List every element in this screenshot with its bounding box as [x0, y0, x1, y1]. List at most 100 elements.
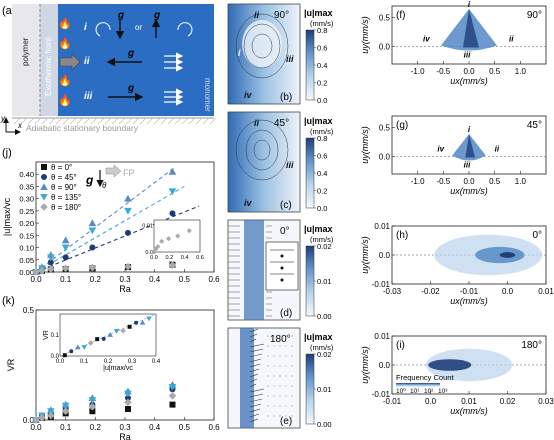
y-tick-label: 0.10 [19, 244, 34, 253]
marker-triangle-down [88, 227, 97, 235]
hatch-line [174, 117, 182, 125]
y-tick-label: 0.5 [379, 14, 391, 23]
velocity-distribution-core [465, 133, 475, 158]
marker-circle [47, 259, 54, 266]
marker-circle [69, 349, 74, 354]
panel-j: (j) 0.0 0.1 0.2 0.3 0.4 0.5 0.6 0.00 0.05 0.10 0.1… [2, 147, 220, 294]
flame-icon: 🔥 [58, 37, 72, 50]
roman-i: i [238, 48, 241, 58]
panel-angle: 90° [527, 10, 542, 21]
colorbar [305, 137, 315, 209]
marker-diamond [120, 327, 126, 334]
panel-b-angle: 90° [274, 10, 289, 21]
x-tick-label: 0.6 [208, 423, 220, 432]
marker-triangle-down [168, 188, 177, 196]
roman-ii: ii [495, 145, 500, 154]
hatch-line [27, 117, 35, 125]
marker-square [169, 401, 176, 408]
flow-band-e [240, 328, 254, 428]
colorbars: |u|max(mm/s)0.80.60.40.20.0|u|max(mm/s)0… [304, 8, 334, 429]
flame-icons: 🔥 🔥 🔥 🔥 [58, 17, 72, 107]
vector-dot [267, 395, 269, 397]
colorbar [305, 29, 315, 101]
boundary-label: Adiabatic stationary boundary [26, 123, 139, 133]
roman-iii: iii [84, 91, 93, 102]
vector-dot [267, 375, 269, 377]
marker-diamond [88, 403, 97, 411]
y-tick-label: 0.0 [379, 361, 391, 370]
hatch-line [195, 117, 203, 125]
velocity-distribution-core [463, 8, 479, 48]
vector-dot [279, 365, 281, 367]
or-text: or [135, 23, 142, 32]
vector-dot [291, 365, 293, 367]
velocity-distribution-core [475, 246, 525, 264]
vector-arrow [249, 393, 264, 398]
colorbar-tick-label: 0.4 [317, 61, 327, 70]
x-tick-label: 0.1 [60, 275, 72, 284]
gravity-symbol: g [117, 10, 124, 21]
x-tick-label: -1.0 [411, 67, 425, 76]
x-tick-label: -0.5 [436, 177, 450, 186]
marker-diamond [124, 262, 132, 271]
y-tick-label: -0.01 [372, 280, 391, 289]
colorbar-tick-label: 0.0 [317, 96, 327, 105]
panel-label: (f) [396, 10, 405, 21]
front-label: Exothermic front [44, 37, 53, 96]
flow-arrows-a [164, 52, 184, 106]
x-tick-label: 0.0 [30, 275, 42, 284]
hatch-line [118, 117, 126, 125]
roman-iii: iii [464, 51, 471, 60]
marker-diamond [87, 340, 94, 346]
colorbar-tick-label: 0.2 [317, 79, 327, 88]
panel-angle: 180° [521, 340, 542, 351]
vector-dot [285, 345, 287, 347]
marker-triangle-down [47, 408, 55, 415]
panel-angle: 0° [532, 230, 542, 241]
panel-e-angle: 180° [270, 334, 291, 345]
marker-diamond [40, 203, 48, 211]
colorbar-tick-label: 0.02 [317, 350, 332, 359]
hatch-line [104, 117, 112, 125]
marker-triangle-up [107, 332, 113, 337]
y-axis-label: uy(mm/s) [360, 236, 370, 274]
roman-iii: iii [286, 54, 294, 64]
hatch-line [132, 117, 140, 125]
vector-arrows-e [249, 328, 293, 423]
marker-triangle-down [168, 384, 177, 391]
zoom-inset-lines [270, 249, 294, 282]
roman-ii: ii [254, 10, 260, 20]
x-tick-label: -0.5 [436, 67, 450, 76]
rotation-ccw-icon [177, 22, 193, 37]
vector-dot [285, 395, 287, 397]
x-tick-label: -0.01 [460, 287, 479, 296]
colorbar-title: |u|max [304, 224, 333, 234]
y-tick-label: 0.00 [19, 268, 34, 277]
panel-e-label: (e) [280, 416, 292, 427]
panel-a: (a) polymer Exothermic front monomer 🔥 🔥… [0, 4, 217, 135]
marker-circle [62, 254, 69, 261]
fit-line [35, 205, 200, 273]
vector-dot [291, 335, 293, 337]
colorbar-unit: (mm/s) [310, 235, 334, 244]
vector-arrow [249, 368, 260, 373]
vector-arrow [249, 353, 263, 358]
vector-dot [267, 365, 269, 367]
marker-triangle-up [124, 194, 132, 202]
inset-x-tick-label: 0.1 [80, 359, 89, 365]
y-tick-label: 0.0 [379, 43, 391, 52]
y-tick-label: 0.0 [379, 251, 391, 260]
vector-dot [279, 385, 281, 387]
marker-circle [169, 210, 176, 217]
vector-dot [285, 385, 287, 387]
hatch-line [62, 117, 70, 125]
inset-x-tick-label: 0.2 [104, 359, 113, 365]
vector-dot [285, 405, 287, 407]
vector-dot [279, 395, 281, 397]
vector-dot [273, 405, 275, 407]
vector-arrow [249, 388, 265, 393]
gravity-symbol: g [127, 83, 134, 94]
x-tick-label: 0.01 [538, 287, 554, 296]
marker-triangle-up [88, 219, 97, 227]
